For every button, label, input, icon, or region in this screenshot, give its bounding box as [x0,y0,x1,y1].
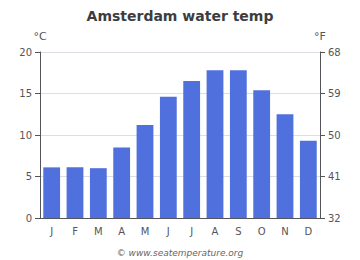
svg-text:S: S [235,226,241,237]
svg-text:D: D [304,226,312,237]
svg-text:5: 5 [26,171,32,182]
svg-text:32: 32 [328,213,341,224]
svg-text:M: M [94,226,103,237]
svg-text:N: N [281,226,288,237]
svg-text:J: J [166,226,170,237]
svg-text:F: F [72,226,78,237]
svg-text:0: 0 [26,213,32,224]
svg-text:°C: °C [33,30,47,43]
svg-text:50: 50 [328,130,341,141]
svg-text:J: J [49,226,53,237]
svg-text:10: 10 [19,130,32,141]
svg-text:68: 68 [328,47,341,58]
svg-text:Amsterdam water temp: Amsterdam water temp [87,8,274,24]
svg-text:M: M [141,226,150,237]
svg-text:A: A [118,226,125,237]
svg-text:© www.seatemperature.org: © www.seatemperature.org [117,248,244,258]
svg-text:20: 20 [19,47,32,58]
svg-text:15: 15 [19,88,32,99]
svg-text:59: 59 [328,88,341,99]
svg-text:A: A [212,226,219,237]
svg-text:J: J [189,226,193,237]
svg-text:°F: °F [314,30,326,43]
svg-text:41: 41 [328,171,341,182]
svg-text:O: O [258,226,266,237]
